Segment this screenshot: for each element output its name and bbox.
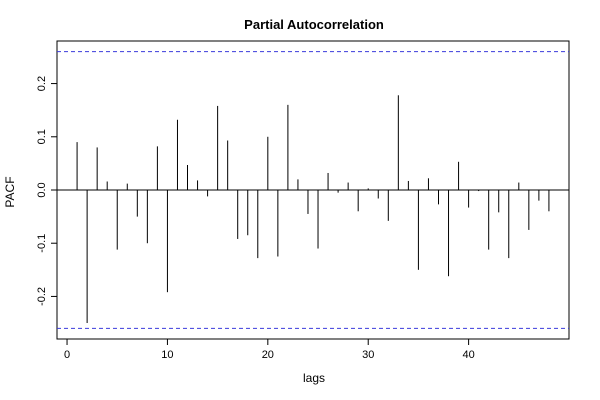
y-tick-label: 0.1 (36, 129, 48, 144)
x-tick-label: 40 (462, 349, 474, 361)
x-tick-label: 30 (362, 349, 374, 361)
confidence-lines (57, 51, 569, 329)
x-axis-label: lags (303, 371, 325, 385)
x-axis: 0 10 20 30 40 (64, 338, 475, 361)
y-tick-label: 0.0 (36, 182, 48, 197)
y-tick-label: 0.2 (36, 76, 48, 91)
y-tick-label: -0.2 (36, 287, 48, 306)
y-axis: -0.2 -0.1 0.0 0.1 0.2 (36, 76, 58, 306)
x-tick-label: 10 (161, 349, 173, 361)
x-tick-label: 20 (262, 349, 274, 361)
y-axis-label: PACF (3, 176, 17, 207)
y-tick-label: -0.1 (36, 234, 48, 253)
pacf-bars (76, 95, 550, 324)
chart-title: Partial Autocorrelation (244, 17, 384, 32)
x-tick-label: 0 (64, 349, 70, 361)
